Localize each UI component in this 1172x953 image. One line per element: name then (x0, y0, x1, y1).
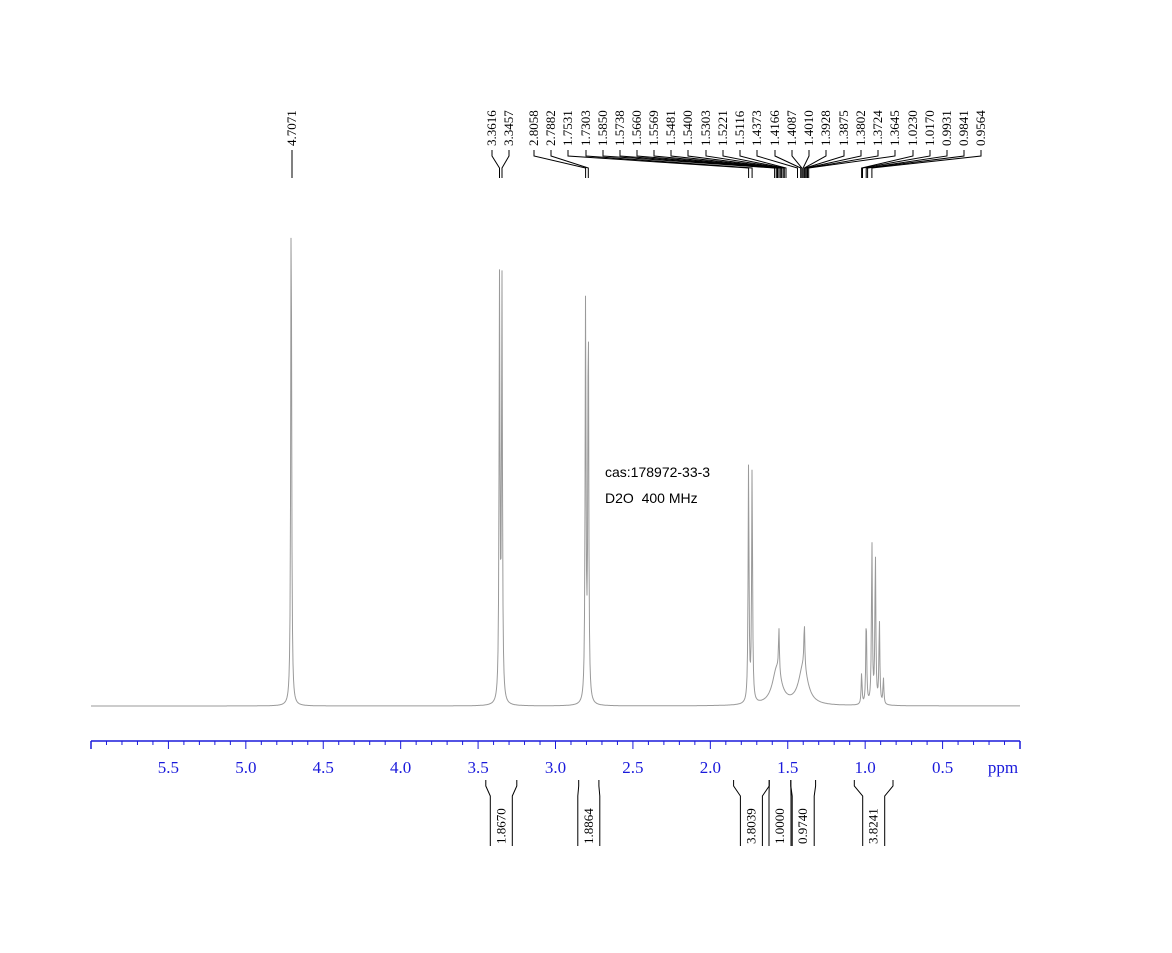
peak-marker (585, 150, 753, 178)
peak-label: 1.3875 (836, 110, 851, 146)
x-axis-label: ppm (988, 758, 1018, 777)
x-tick-label: 1.0 (855, 758, 876, 777)
peak-label: 2.8058 (526, 110, 541, 146)
peak-label: 1.7303 (578, 110, 593, 146)
peak-marker (807, 150, 879, 178)
peak-marker (865, 150, 948, 178)
peak-marker (491, 150, 500, 178)
peak-label: 0.9564 (973, 110, 988, 146)
peak-marker (705, 150, 784, 178)
peak-label: 1.5116 (732, 110, 747, 146)
peak-marker (756, 150, 798, 178)
peak-marker (501, 150, 510, 178)
peak-label: 1.5481 (663, 110, 678, 146)
x-tick-label: 2.0 (700, 758, 721, 777)
peak-marker (636, 150, 778, 178)
peak-label-group: 4.7071 3.3616 3.3457 2.8058 2.7882 1.7531 1.73… (284, 110, 988, 178)
peak-label: 1.7531 (560, 110, 575, 146)
peak-marker (687, 150, 783, 178)
peak-marker (670, 150, 781, 178)
peak-label: 1.5569 (646, 110, 661, 146)
peak-marker (533, 150, 587, 178)
peak-marker (804, 150, 845, 178)
peak-label: 1.3802 (853, 110, 868, 146)
peak-label: 3.3457 (501, 110, 516, 146)
x-tick-label: 1.5 (777, 758, 798, 777)
x-tick-label: 0.5 (932, 758, 953, 777)
sample-annotation: cas:178972-33-3 (605, 464, 711, 480)
peak-marker (867, 150, 965, 178)
peak-marker (861, 150, 914, 178)
peak-label: 1.5221 (715, 110, 730, 146)
x-tick-label: 3.0 (545, 758, 566, 777)
spectrum-trace-group (91, 237, 1020, 707)
peak-marker (567, 150, 750, 178)
integral-value: 0.9740 (795, 808, 810, 844)
peak-label: 1.5400 (680, 110, 695, 146)
peak-label: 0.9841 (956, 110, 971, 146)
peak-marker (722, 150, 785, 178)
peak-marker (739, 150, 787, 178)
peak-marker (602, 150, 776, 178)
integral-bracket (577, 780, 601, 846)
x-axis: 5.5 5.0 4.5 4.0 3.5 3.0 2.5 2.0 1.5 1.0 0.5 ppm (90, 740, 1021, 777)
peak-label: 0.9931 (939, 110, 954, 146)
peak-label: 1.5850 (595, 110, 610, 146)
peak-marker (774, 150, 802, 178)
integral-value: 3.8039 (743, 808, 758, 844)
peak-label: 1.4373 (749, 110, 764, 146)
peak-label: 1.4166 (767, 110, 782, 146)
x-tick-label: 4.5 (313, 758, 334, 777)
peak-marker (802, 150, 810, 178)
integral-bracket (485, 780, 518, 846)
peak-label: 1.4087 (784, 110, 799, 146)
x-tick-label: 2.5 (622, 758, 643, 777)
peak-label: 2.7882 (543, 110, 558, 146)
integral-value: 1.0000 (772, 808, 787, 844)
solvent-frequency-annotation: D2O 400 MHz (605, 490, 698, 506)
peak-label: 1.3724 (870, 110, 885, 146)
peak-label: 3.3616 (484, 110, 499, 146)
peak-label: 1.5738 (612, 110, 627, 146)
peak-marker (791, 150, 803, 178)
x-tick-label: 5.5 (158, 758, 179, 777)
integral-value: 1.8864 (581, 808, 596, 844)
integral-value: 1.8670 (493, 808, 508, 844)
x-tick-label: 4.0 (390, 758, 411, 777)
peak-label: 1.5303 (698, 110, 713, 146)
peak-label: 1.5660 (629, 110, 644, 146)
peak-marker (862, 150, 931, 178)
integral-value: 3.8241 (866, 808, 881, 844)
peak-marker (653, 150, 780, 178)
integral-bracket (790, 780, 817, 846)
peak-label: 4.7071 (284, 110, 299, 146)
peak-label: 1.0170 (922, 110, 937, 146)
peak-marker (619, 150, 777, 178)
peak-label: 1.0230 (905, 110, 920, 146)
peak-marker (808, 150, 896, 178)
peak-label: 1.3928 (818, 110, 833, 146)
x-tick-label: 3.5 (467, 758, 488, 777)
spectrum-line (91, 237, 1020, 707)
integral-group: 1.8670 1.8864 3.8039 1.0000 0.9740 3.8241 (485, 780, 894, 846)
peak-label: 1.3645 (887, 110, 902, 146)
peak-marker (871, 150, 982, 178)
integral-bracket (853, 780, 894, 846)
x-tick-label: 5.0 (235, 758, 256, 777)
peak-label: 1.4010 (801, 110, 816, 146)
peak-marker (550, 150, 589, 178)
peak-marker (805, 150, 862, 178)
peak-marker (803, 150, 827, 178)
